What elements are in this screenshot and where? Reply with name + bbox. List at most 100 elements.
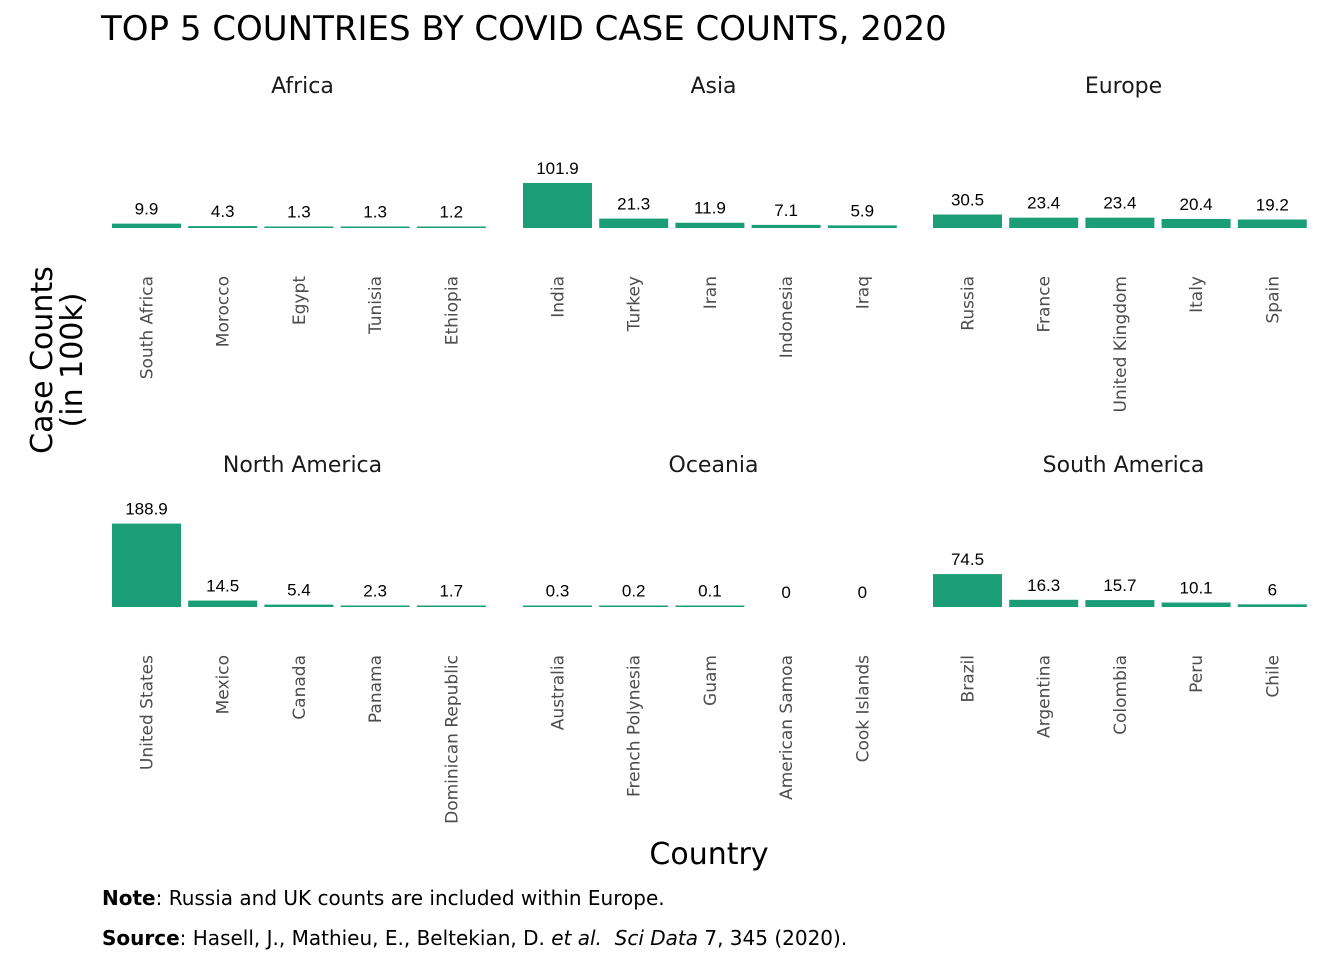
- y-axis-title: Case Counts (in 100k): [25, 266, 90, 454]
- note-line: Note: Russia and UK counts are included …: [102, 884, 847, 924]
- bar-south-america-4: [1237, 604, 1307, 607]
- bar-label-africa-0: 9.9: [135, 200, 159, 219]
- tick-label-south-america-4: Chile: [1263, 655, 1283, 698]
- source-authors: : Hasell, J., Mathieu, E., Beltekian, D.: [179, 926, 552, 950]
- tick-label-oceania-1: French Polynesia: [625, 655, 645, 797]
- tick-label-north-america-0: United States: [138, 655, 158, 770]
- tick-label-oceania-4: Cook Islands: [853, 655, 873, 762]
- bar-oceania-0: [523, 605, 592, 607]
- tick-label-europe-4: Spain: [1263, 276, 1283, 324]
- bar-asia-3: [751, 224, 821, 228]
- bar-label-europe-3: 20.4: [1180, 195, 1213, 214]
- tick-label-north-america-1: Mexico: [214, 655, 234, 714]
- bar-label-north-america-2: 5.4: [287, 581, 311, 600]
- note-label: Note: [102, 886, 156, 910]
- bar-label-africa-1: 4.3: [211, 202, 235, 221]
- bar-label-south-america-0: 74.5: [951, 550, 984, 569]
- bar-label-africa-4: 1.2: [439, 203, 463, 222]
- y-axis-title-line-1: Case Counts: [25, 266, 60, 454]
- bar-label-north-america-3: 2.3: [363, 582, 387, 601]
- bar-europe-0: [933, 214, 1002, 228]
- tick-label-south-america-3: Peru: [1187, 655, 1207, 693]
- bar-label-asia-0: 101.9: [536, 159, 579, 178]
- bar-africa-1: [188, 226, 258, 228]
- bar-north-america-0: [112, 523, 181, 607]
- tick-label-asia-2: Iran: [701, 276, 721, 309]
- tick-label-south-america-0: Brazil: [959, 655, 979, 702]
- tick-label-asia-3: Indonesia: [777, 276, 797, 358]
- y-axis-title-line-2: (in 100k): [55, 293, 90, 428]
- bar-label-asia-3: 7.1: [774, 201, 798, 220]
- facet-title-asia: Asia: [690, 74, 736, 99]
- facets: Africa 9.9 South Africa 4.3 Morocco 1.3 Egypt 1…: [112, 74, 1307, 824]
- bar-label-oceania-4: 0: [858, 583, 867, 602]
- tick-label-north-america-2: Canada: [290, 655, 310, 720]
- tick-label-south-america-2: Colombia: [1111, 655, 1131, 735]
- bar-label-south-america-3: 10.1: [1180, 579, 1213, 598]
- bar-label-africa-3: 1.3: [363, 203, 387, 222]
- bar-label-south-america-4: 6: [1268, 580, 1277, 599]
- tick-label-africa-1: Morocco: [214, 276, 234, 347]
- tick-label-africa-0: South Africa: [138, 276, 158, 379]
- facet-title-europe: Europe: [1085, 74, 1162, 99]
- tick-label-africa-3: Tunisia: [366, 276, 386, 335]
- tick-label-north-america-3: Panama: [366, 655, 386, 723]
- bar-label-africa-2: 1.3: [287, 203, 311, 222]
- tick-label-europe-0: Russia: [959, 276, 979, 331]
- bar-label-north-america-0: 188.9: [125, 500, 168, 519]
- bar-label-north-america-1: 14.5: [206, 577, 239, 596]
- bar-south-america-1: [1009, 599, 1079, 607]
- facet-title-africa: Africa: [271, 74, 334, 99]
- bar-africa-3: [340, 226, 410, 228]
- x-axis-title: Country: [649, 837, 768, 872]
- bar-south-america-0: [933, 574, 1002, 607]
- bar-oceania-2: [675, 605, 745, 607]
- tick-label-africa-2: Egypt: [290, 276, 310, 325]
- bar-south-america-3: [1161, 602, 1231, 607]
- bar-europe-3: [1161, 218, 1231, 228]
- source-rest: 7, 345 (2020).: [697, 926, 848, 950]
- source-journal: Sci Data: [614, 926, 698, 950]
- tick-label-europe-1: France: [1035, 276, 1055, 333]
- tick-label-europe-3: Italy: [1187, 276, 1207, 313]
- bar-europe-4: [1237, 219, 1307, 228]
- facet-title-oceania: Oceania: [669, 453, 759, 478]
- facet-title-north-america: North America: [223, 453, 382, 478]
- tick-label-oceania-3: American Samoa: [777, 655, 797, 800]
- tick-label-asia-0: India: [549, 276, 569, 318]
- bar-label-north-america-4: 1.7: [439, 582, 463, 601]
- bar-label-europe-1: 23.4: [1027, 194, 1060, 213]
- note-text: : Russia and UK counts are included with…: [155, 886, 665, 910]
- tick-label-europe-2: United Kingdom: [1111, 276, 1131, 412]
- bar-north-america-1: [188, 600, 258, 607]
- bar-label-asia-1: 21.3: [617, 195, 650, 214]
- bar-label-oceania-3: 0: [781, 583, 790, 602]
- bar-label-europe-4: 19.2: [1256, 196, 1289, 215]
- bar-label-oceania-2: 0.1: [698, 582, 722, 601]
- bar-asia-4: [827, 225, 897, 228]
- tick-label-asia-1: Turkey: [625, 276, 645, 332]
- tick-label-oceania-0: Australia: [549, 655, 569, 730]
- source-etal: et al.: [551, 926, 602, 950]
- bar-africa-4: [416, 226, 486, 228]
- bar-label-oceania-0: 0.3: [546, 582, 570, 601]
- bar-north-america-2: [264, 604, 334, 607]
- bar-label-asia-4: 5.9: [850, 201, 874, 220]
- tick-label-asia-4: Iraq: [853, 276, 873, 309]
- bar-label-oceania-1: 0.2: [622, 582, 646, 601]
- bar-south-america-2: [1085, 600, 1155, 607]
- bar-africa-0: [112, 223, 181, 228]
- bar-asia-0: [523, 183, 592, 228]
- tick-label-africa-4: Ethiopia: [442, 276, 462, 345]
- bar-label-europe-0: 30.5: [951, 191, 984, 210]
- bar-label-south-america-1: 16.3: [1027, 576, 1060, 595]
- bar-north-america-4: [416, 605, 486, 607]
- tick-label-north-america-4: Dominican Republic: [442, 655, 462, 824]
- bar-europe-2: [1085, 217, 1155, 228]
- facet-title-south-america: South America: [1043, 453, 1205, 478]
- source-label: Source: [102, 926, 180, 950]
- chart-title: TOP 5 COUNTRIES BY COVID CASE COUNTS, 20…: [100, 9, 947, 49]
- bar-asia-2: [675, 222, 745, 228]
- source-line: Source: Hasell, J., Mathieu, E., Belteki…: [102, 924, 847, 964]
- bar-asia-1: [599, 218, 669, 228]
